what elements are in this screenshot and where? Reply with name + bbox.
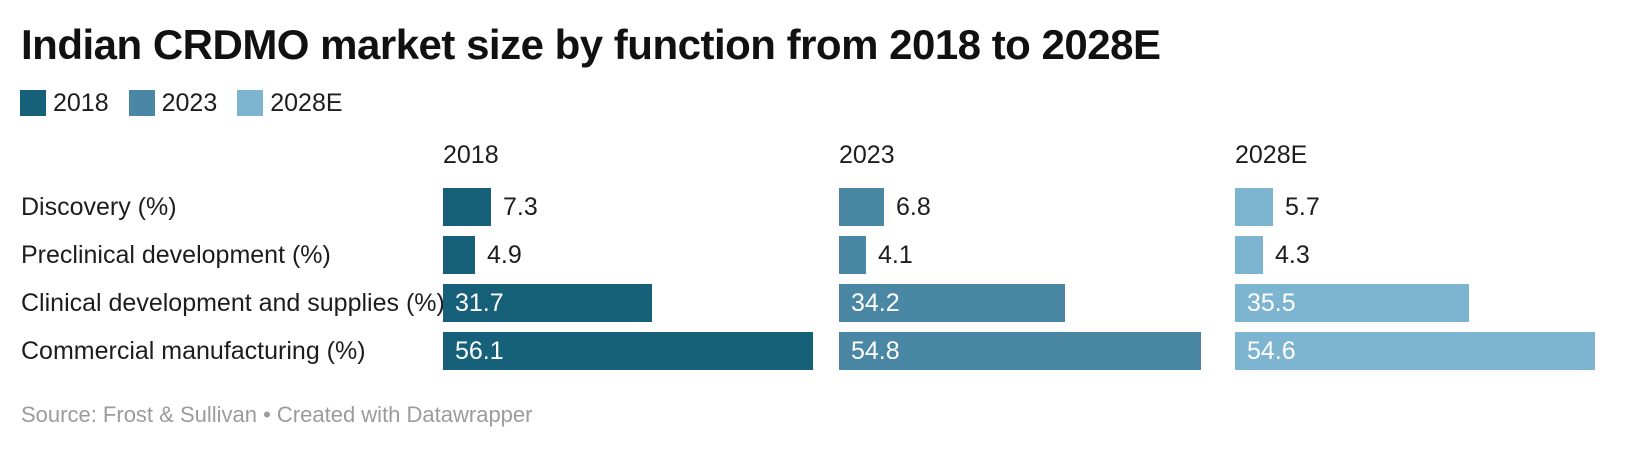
bar-2028E xyxy=(1235,332,1595,370)
column-header-2023: 2023 xyxy=(839,141,895,169)
legend-item-2018: 2018 xyxy=(20,90,109,116)
legend-item-2023: 2023 xyxy=(128,89,218,117)
value-label: 34.2 xyxy=(851,289,900,317)
bar-cell: 54.6 xyxy=(1235,327,1631,375)
bar-chart-grid: 2018 2023 2028E Discovery (%) 7.3 6.8 5.7 Precl… xyxy=(21,135,1631,375)
legend-label: 2023 xyxy=(161,89,218,117)
value-label: 31.7 xyxy=(455,289,504,317)
bar-cell: 4.9 xyxy=(443,231,839,279)
bar-2018 xyxy=(443,236,475,274)
category-label: Preclinical development (%) xyxy=(21,240,331,269)
bar-cell: 35.5 xyxy=(1235,279,1631,327)
bar-2028E xyxy=(1235,236,1263,274)
chart-title: Indian CRDMO market size by function fro… xyxy=(21,21,1161,68)
bar-cell: 5.7 xyxy=(1235,183,1631,231)
legend-swatch-icon xyxy=(20,90,46,116)
value-label: 56.1 xyxy=(455,337,504,365)
bar-2023 xyxy=(839,236,866,274)
source-note: Source: Frost & Sullivan • Created with … xyxy=(21,402,533,427)
value-label: 6.8 xyxy=(896,193,931,221)
bar-2018 xyxy=(443,332,813,370)
bar-cell: 6.8 xyxy=(839,183,1235,231)
value-label: 35.5 xyxy=(1247,289,1296,317)
legend-label: 2028E xyxy=(270,89,343,117)
value-label: 4.3 xyxy=(1275,241,1310,269)
value-label: 54.8 xyxy=(851,337,900,365)
category-label: Clinical development and supplies (%) xyxy=(21,288,445,317)
bar-cell: 31.7 xyxy=(443,279,839,327)
bar-2018 xyxy=(443,188,491,226)
bar-2028E xyxy=(1235,188,1273,226)
bar-2023 xyxy=(839,284,1065,322)
bar-2028E xyxy=(1235,284,1469,322)
bar-2018 xyxy=(443,284,652,322)
category-label: Commercial manufacturing (%) xyxy=(21,336,366,365)
value-label: 4.9 xyxy=(487,241,522,269)
bar-cell: 34.2 xyxy=(839,279,1235,327)
bar-cell: 4.3 xyxy=(1235,231,1631,279)
legend: 2018 2023 2028E xyxy=(20,90,343,116)
bar-cell: 7.3 xyxy=(443,183,839,231)
bar-cell: 54.8 xyxy=(839,327,1235,375)
category-label: Discovery (%) xyxy=(21,192,177,221)
legend-item-2028E: 2028E xyxy=(237,89,343,117)
value-label: 4.1 xyxy=(878,241,913,269)
bar-cell: 56.1 xyxy=(443,327,839,375)
bar-2023 xyxy=(839,188,884,226)
legend-swatch-icon xyxy=(237,90,264,116)
value-label: 54.6 xyxy=(1247,337,1296,365)
bar-cell: 4.1 xyxy=(839,231,1235,279)
column-header-2028E: 2028E xyxy=(1235,141,1308,169)
value-label: 7.3 xyxy=(503,193,538,221)
corner-spacer xyxy=(21,135,443,186)
legend-swatch-icon xyxy=(128,90,155,116)
value-label: 5.7 xyxy=(1285,193,1320,221)
bar-2023 xyxy=(839,332,1201,370)
column-header-2018: 2018 xyxy=(443,141,499,169)
legend-label: 2018 xyxy=(53,89,109,117)
